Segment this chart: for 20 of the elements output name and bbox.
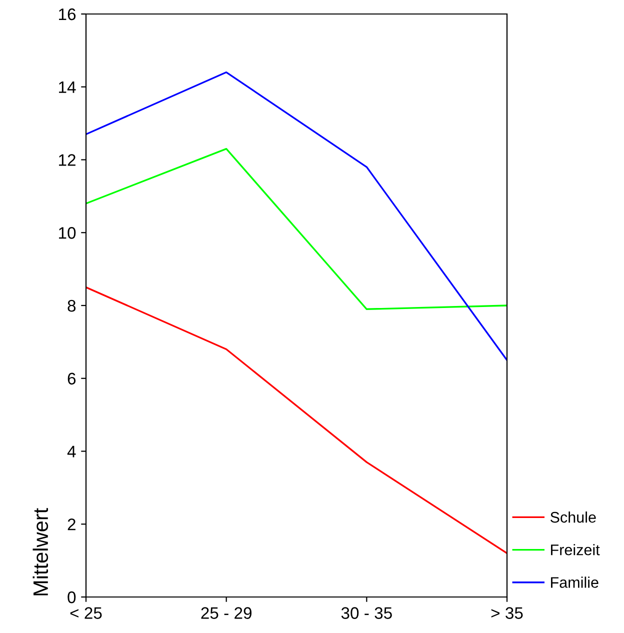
y-tick-label: 2: [68, 518, 76, 530]
y-tick-label: 14: [59, 81, 76, 93]
legend-label: Schule: [550, 511, 596, 523]
x-tick-label: 25 - 29: [201, 607, 252, 619]
y-tick-label: 0: [68, 591, 76, 604]
line-series: [86, 148, 507, 310]
y-tick-label: 6: [68, 372, 76, 385]
y-tick-label: 4: [67, 446, 76, 458]
x-tick-label: < 25: [70, 607, 102, 619]
y-tick-label: 12: [59, 154, 76, 166]
line-series: [86, 71, 507, 361]
y-axis-title: Mittelwert: [32, 508, 48, 596]
y-tick-label: 16: [59, 8, 76, 20]
y-tick-label: 8: [68, 300, 76, 312]
line-series: [86, 286, 507, 554]
x-tick-label: > 35: [491, 607, 523, 619]
y-tick-label: 10: [59, 227, 76, 239]
legend-label: Familie: [551, 576, 598, 588]
x-tick-label: 30 - 35: [341, 607, 392, 619]
legend-label: Freizeit: [551, 544, 600, 556]
